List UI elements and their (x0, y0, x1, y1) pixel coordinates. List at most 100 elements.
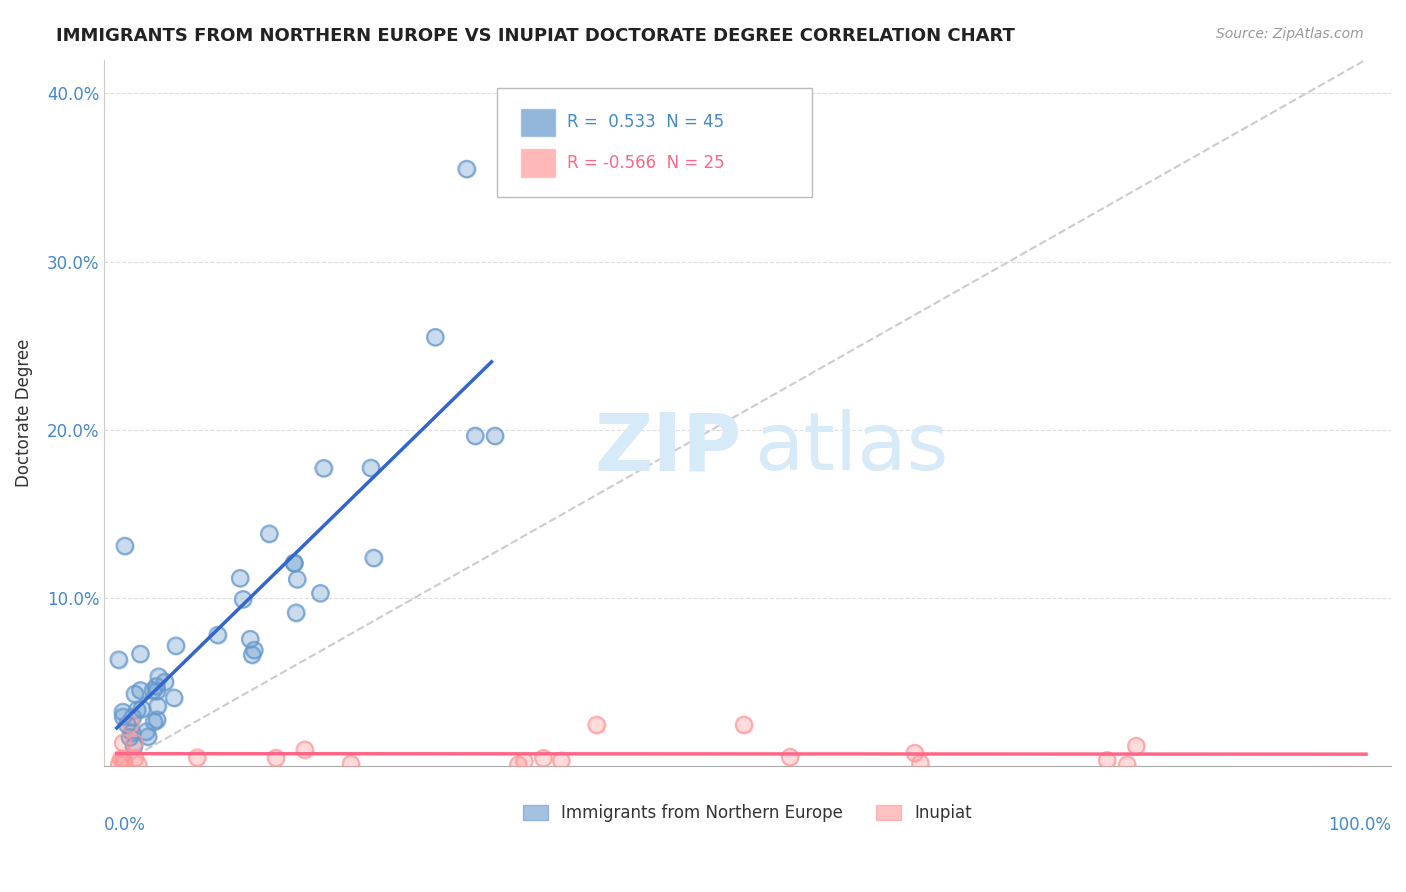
Text: 100.0%: 100.0% (1329, 816, 1391, 834)
Point (118, 731, 141, 745)
Point (312, 461, 335, 475)
Point (108, 756, 131, 771)
Point (550, 754, 572, 768)
Point (146, 713, 169, 727)
Point (239, 632, 262, 646)
FancyBboxPatch shape (520, 108, 555, 137)
Point (110, 752, 132, 766)
Point (153, 674, 176, 689)
Point (112, 736, 135, 750)
Point (121, 725, 143, 739)
Point (124, 735, 146, 749)
Point (148, 670, 170, 684)
Point (129, 647, 152, 661)
Point (903, 746, 925, 760)
Point (264, 751, 287, 765)
Point (112, 756, 135, 770)
Point (118, 731, 141, 745)
Legend: Immigrants from Northern Europe, Inupiat: Immigrants from Northern Europe, Inupiat (516, 797, 979, 829)
Point (117, 717, 139, 731)
Point (124, 687, 146, 701)
Point (533, 751, 555, 765)
Point (229, 571, 252, 585)
Point (186, 750, 208, 764)
Point (143, 714, 166, 729)
FancyBboxPatch shape (520, 148, 555, 178)
Point (733, 718, 755, 732)
Point (264, 751, 287, 765)
Y-axis label: Doctorate Degree: Doctorate Degree (15, 339, 32, 487)
Point (114, 539, 136, 553)
Text: R =  0.533  N = 45: R = 0.533 N = 45 (568, 113, 724, 131)
FancyBboxPatch shape (496, 88, 811, 197)
Point (294, 742, 316, 756)
Point (112, 710, 135, 724)
Point (229, 571, 252, 585)
Point (112, 710, 135, 724)
Point (425, 330, 447, 344)
Point (1095, 753, 1118, 767)
Point (148, 670, 170, 684)
Point (456, 161, 478, 176)
Point (309, 586, 332, 600)
Point (122, 739, 145, 753)
Point (145, 679, 167, 693)
Point (903, 746, 925, 760)
Text: R = -0.566  N = 25: R = -0.566 N = 25 (568, 153, 725, 172)
Point (312, 461, 335, 475)
Point (112, 752, 135, 766)
Point (585, 718, 607, 732)
Point (120, 717, 142, 731)
Point (513, 754, 536, 768)
Point (283, 557, 305, 571)
Point (129, 647, 152, 661)
Text: 0.0%: 0.0% (104, 816, 146, 834)
Point (240, 648, 263, 662)
Point (464, 429, 486, 443)
Point (131, 702, 153, 716)
Point (513, 754, 536, 768)
Point (120, 717, 142, 731)
Point (425, 330, 447, 344)
Point (285, 606, 308, 620)
Point (146, 699, 169, 714)
Point (239, 632, 262, 646)
Point (127, 703, 149, 717)
Point (107, 652, 129, 666)
Point (285, 573, 308, 587)
Point (146, 684, 169, 698)
Point (142, 683, 165, 698)
Point (124, 751, 146, 765)
Point (112, 752, 135, 766)
Text: IMMIGRANTS FROM NORTHERN EUROPE VS INUPIAT DOCTORATE DEGREE CORRELATION CHART: IMMIGRANTS FROM NORTHERN EUROPE VS INUPI… (56, 27, 1015, 45)
Point (117, 717, 139, 731)
Point (207, 628, 229, 642)
Point (340, 757, 363, 772)
Point (243, 643, 266, 657)
Point (163, 690, 186, 705)
Point (146, 699, 169, 714)
Point (283, 556, 305, 570)
Point (733, 718, 755, 732)
Point (363, 550, 385, 565)
Point (186, 750, 208, 764)
Point (136, 730, 159, 744)
Point (127, 757, 149, 772)
Point (464, 429, 486, 443)
Point (363, 550, 385, 565)
Text: ZIP: ZIP (593, 409, 741, 487)
Point (550, 754, 572, 768)
Point (111, 705, 134, 719)
Point (107, 652, 129, 666)
Point (484, 429, 506, 443)
Point (285, 573, 308, 587)
Point (121, 710, 143, 724)
Point (484, 429, 506, 443)
Point (124, 735, 146, 749)
Point (259, 526, 281, 541)
Point (129, 683, 152, 698)
Point (232, 592, 254, 607)
Point (207, 628, 229, 642)
Point (1116, 757, 1139, 772)
Point (129, 683, 152, 698)
